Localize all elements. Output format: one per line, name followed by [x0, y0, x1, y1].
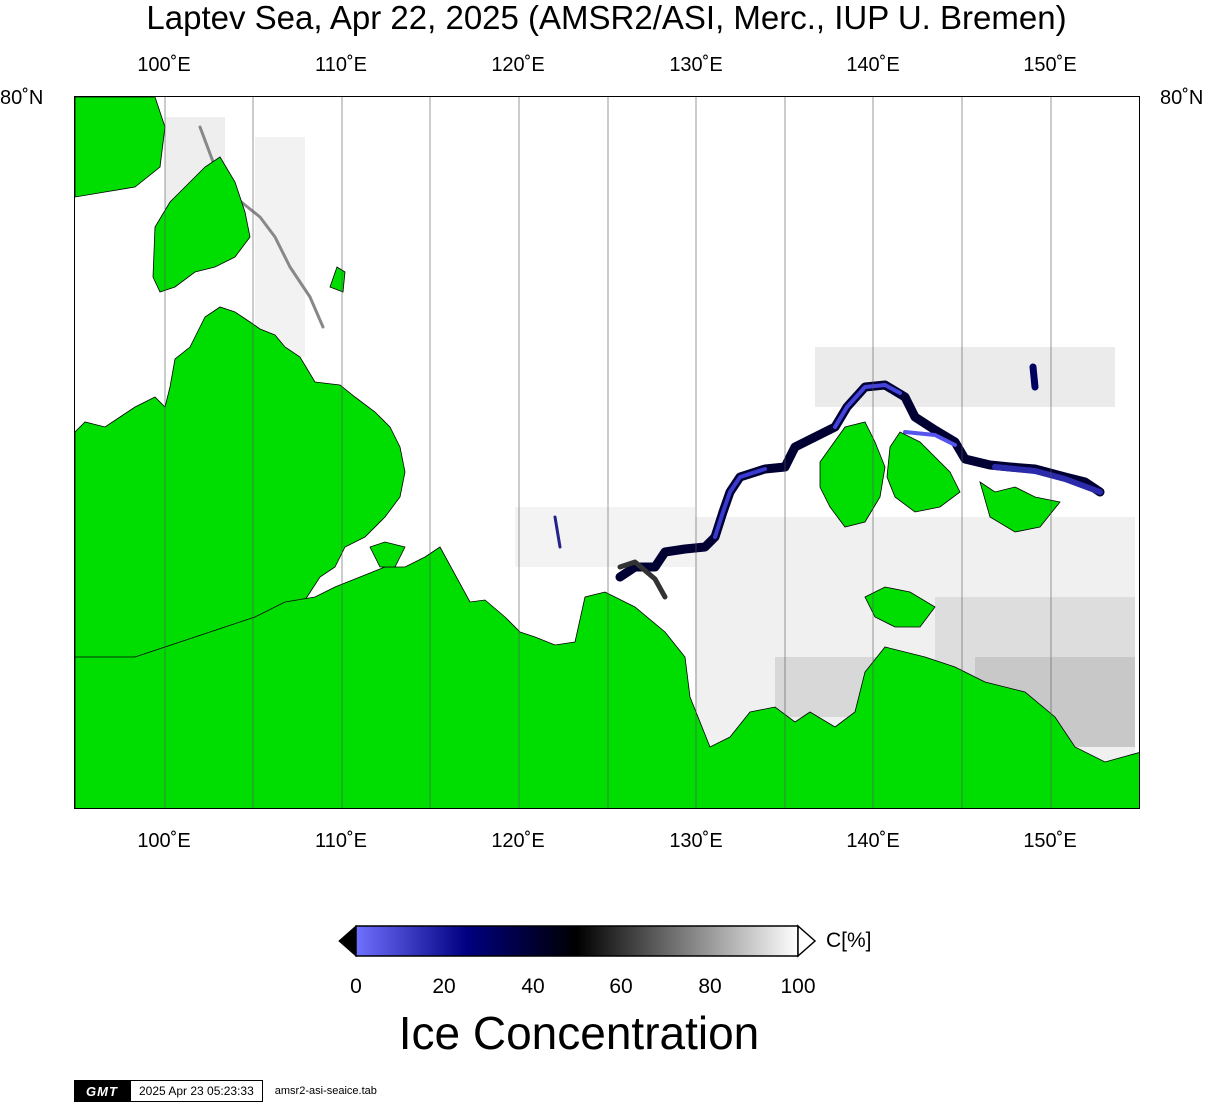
lon-label-top-150: 150˚E: [1023, 54, 1077, 76]
colorbar-title: Ice Concentration: [398, 1007, 760, 1059]
land-small-3: [329, 266, 346, 293]
lon-label-bottom-140: 140˚E: [846, 830, 900, 852]
land-new-siberian-1: [819, 421, 886, 528]
lon-label-top-110: 110˚E: [315, 54, 367, 76]
lon-label-bottom-110: 110˚E: [315, 830, 367, 852]
meridian-grid: [164, 97, 1052, 808]
stamp-filename: amsr2-asi-seaice.tab: [274, 1085, 377, 1097]
lon-label-top-120: 120˚E: [491, 54, 545, 76]
lon-label-bottom-150: 150˚E: [1023, 830, 1077, 852]
lon-label-bottom-100: 100˚E: [137, 830, 191, 852]
lon-label-top-100: 100˚E: [137, 54, 191, 76]
gmt-logo: GMT: [74, 1080, 130, 1102]
colorbar-high-triangle: [797, 924, 817, 958]
map-frame: [74, 96, 1140, 809]
land-west-strip: [75, 97, 166, 198]
colorbar-low-triangle: [338, 924, 357, 958]
lat-label-right: 80˚N: [1160, 87, 1204, 109]
lon-label-bottom-120: 120˚E: [491, 830, 545, 852]
colorbar-tick-20: 20: [432, 975, 456, 998]
land-small-2: [369, 541, 406, 568]
colorbar-tick-60: 60: [609, 975, 633, 998]
stamp-date: 2025 Apr 23 05:23:33: [130, 1080, 263, 1102]
land-north-island: [152, 156, 251, 293]
land-new-siberian-2: [886, 431, 961, 513]
gmt-timestamp-stamp: GMT 2025 Apr 23 05:23:33 amsr2-asi-seaic…: [74, 1080, 377, 1102]
colorbar-tick-100: 100: [780, 975, 816, 998]
land: [75, 97, 1139, 808]
colorbar-tick-40: 40: [521, 975, 545, 998]
lon-label-top-140: 140˚E: [846, 54, 900, 76]
colorbar-gradient: [355, 925, 799, 957]
land-new-siberian-3: [979, 481, 1061, 533]
map-canvas: [75, 97, 1139, 808]
colorbar: [338, 924, 817, 958]
lon-label-top-130: 130˚E: [669, 54, 723, 76]
colorbar-tick-0: 0: [350, 975, 362, 998]
map-title: Laptev Sea, Apr 22, 2025 (AMSR2/ASI, Mer…: [146, 0, 1067, 36]
lon-label-bottom-130: 130˚E: [669, 830, 723, 852]
colorbar-unit: C[%]: [826, 929, 872, 952]
colorbar-tick-80: 80: [698, 975, 722, 998]
lat-label-left: 80˚N: [0, 87, 44, 109]
land-small-1: [864, 586, 936, 628]
